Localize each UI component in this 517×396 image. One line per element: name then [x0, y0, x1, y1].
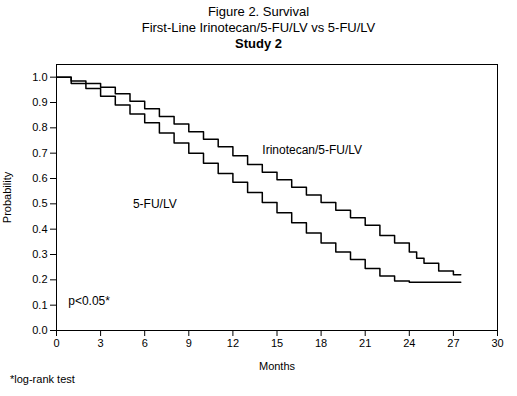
- svg-text:3: 3: [98, 337, 104, 349]
- svg-text:18: 18: [315, 337, 327, 349]
- html-text:Figure 2. Survival: Figure 2. Survival: [207, 4, 310, 19]
- svg-text:0.2: 0.2: [32, 273, 47, 285]
- html-text:Study 2: Study 2: [235, 36, 282, 51]
- svg-text:0.4: 0.4: [32, 223, 47, 235]
- svg-text:24: 24: [403, 337, 415, 349]
- svg-text:0.5: 0.5: [32, 197, 47, 209]
- svg-text:30: 30: [491, 337, 503, 349]
- svg-text:Probability: Probability: [1, 171, 13, 223]
- svg-text:0.0: 0.0: [32, 324, 47, 336]
- svg-text:0.3: 0.3: [32, 248, 47, 260]
- svg-text:6: 6: [142, 337, 148, 349]
- svg-text:0.6: 0.6: [32, 172, 47, 184]
- svg-text:1.0: 1.0: [32, 71, 47, 83]
- svg-text:Months: Months: [259, 360, 296, 372]
- svg-text:15: 15: [271, 337, 283, 349]
- svg-text:0.8: 0.8: [32, 121, 47, 133]
- svg-text:5-FU/LV: 5-FU/LV: [133, 197, 177, 211]
- svg-text:0.1: 0.1: [32, 299, 47, 311]
- svg-text:27: 27: [447, 337, 459, 349]
- svg-text:9: 9: [186, 337, 192, 349]
- svg-text:21: 21: [359, 337, 371, 349]
- svg-text:0.7: 0.7: [32, 147, 47, 159]
- html-text:*log-rank test: *log-rank test: [10, 373, 75, 385]
- svg-text:12: 12: [227, 337, 239, 349]
- html-text:First-Line Irinotecan/5-FU/LV: First-Line Irinotecan/5-FU/LV vs 5-FU/LV: [141, 20, 376, 35]
- svg-text:0: 0: [53, 337, 59, 349]
- svg-text:Irinotecan/5-FU/LV: Irinotecan/5-FU/LV: [262, 143, 362, 157]
- svg-text:p<0.05*: p<0.05*: [68, 294, 110, 308]
- svg-text:0.9: 0.9: [32, 96, 47, 108]
